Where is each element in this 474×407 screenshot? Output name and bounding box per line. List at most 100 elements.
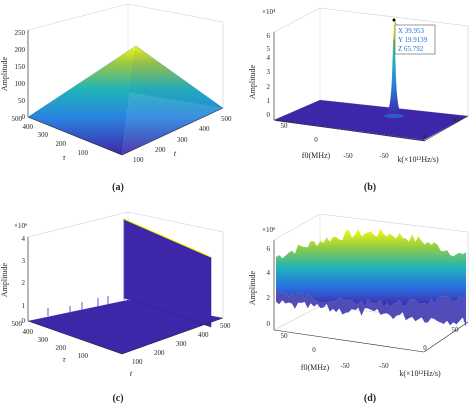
panel-d-ztick: 4: [267, 269, 271, 277]
panel-c-xlabel: t: [130, 369, 133, 378]
panel-a-caption: (a): [112, 182, 124, 193]
panel-a-ytick: 100: [78, 149, 89, 157]
panel-b-xtick: 0: [423, 132, 427, 140]
panel-b-datatip-z: Z 65.792: [398, 45, 424, 53]
panel-b-ytick: -50: [343, 152, 353, 160]
panel-b-datatip-x: X 39.953: [398, 27, 425, 35]
panel-a-xtick: 100: [133, 156, 144, 164]
panel-c-zexp: ×10⁶: [14, 222, 28, 230]
panel-b-xlabel: k(×10¹²Hz/s): [397, 155, 439, 164]
panel-d: ×10⁶ 0 2 4 6 Amplitude -50 0 50 f0(MHz) …: [248, 213, 469, 404]
panel-c-axes: [27, 237, 224, 355]
panel-d-xticks: -50 0 50: [379, 326, 459, 370]
panel-d-zlabel: Amplitude: [248, 270, 257, 305]
panel-c-xtick: 400: [198, 331, 209, 339]
panel-d-axes: [273, 240, 469, 353]
panel-a-ztick: 100: [15, 80, 26, 88]
panel-a-ztick: 0: [22, 113, 26, 121]
panel-c-ztick: 0: [22, 317, 26, 325]
panel-d-ytick: 50: [281, 332, 289, 340]
panel-d-ztick: 0: [267, 320, 271, 328]
panel-b-ytick: 50: [281, 122, 289, 130]
panel-b-ztick: 5: [267, 45, 271, 53]
panel-d-ytick: -50: [340, 362, 350, 370]
panel-c-ytick: 500: [12, 320, 23, 328]
panel-b-ztick: 1: [267, 97, 271, 105]
panel-d-ytick: 0: [312, 346, 316, 354]
panel-c-caption: (c): [112, 393, 123, 404]
panel-c-ylabel: τ: [63, 355, 67, 364]
panel-d-surface: [276, 228, 466, 327]
panel-c-xtick: 100: [132, 358, 143, 366]
panel-a-zticks: 0 50 100 150 200 250: [15, 29, 26, 121]
panel-a-ztick: 250: [15, 29, 26, 37]
panel-b-ztick: 6: [267, 32, 271, 40]
panel-c-yticks: 100 200 300 400 500: [12, 320, 89, 360]
panel-a-xtick: 400: [199, 125, 210, 133]
panel-c-xticks: 100 200 300 400 500: [132, 322, 231, 366]
panel-a-ztick: 200: [15, 46, 26, 54]
panel-a-ztick: 150: [15, 63, 26, 71]
panel-c-ytick: 200: [56, 344, 67, 352]
panel-d-xlabel: k(×10¹²Hz/s): [399, 369, 441, 378]
panel-d-ztick: 6: [267, 245, 271, 253]
panel-b-zexp: ×10⁴: [262, 8, 276, 16]
panel-b-axes: [273, 32, 469, 142]
panel-d-yticks: -50 0 50: [281, 332, 351, 370]
panel-a-axes: [27, 30, 224, 156]
panel-c-ztick: 1: [22, 302, 26, 310]
panel-b: ×10⁴ 0 1 2 3 4 5 6 Amplitude -50 0 50 f0…: [248, 7, 469, 193]
panel-c-surface: [28, 218, 223, 354]
panel-a-xtick: 200: [155, 146, 166, 154]
panel-b-xtick: 50: [452, 116, 460, 124]
panel-a: 0 50 100 150 200 250 Amplitude 100 200 3…: [0, 3, 232, 193]
panel-b-ztick: 4: [267, 54, 271, 62]
panel-b-xtick: -50: [379, 152, 389, 160]
panel-d-xtick: 50: [452, 326, 460, 334]
panel-c: ×10⁶ 0 1 2 3 4 Amplitude 100 200 300 400…: [0, 211, 231, 404]
panel-b-box: [273, 7, 469, 121]
panel-b-yticks: -50 0 50: [281, 122, 354, 160]
panel-a-yticks: 100 200 300 400 500: [12, 115, 89, 157]
panel-b-datatip-y: Y 19.9139: [398, 36, 428, 44]
panel-b-datatip[interactable]: X 39.953 Y 19.9139 Z 65.792: [392, 18, 436, 55]
panel-a-zlabel: Amplitude: [0, 56, 9, 91]
panel-a-xlabel: t: [174, 149, 177, 158]
panel-d-ztick: 2: [267, 294, 271, 302]
panel-a-ztick: 50: [18, 97, 26, 105]
panel-a-xticks: 100 200 300 400 500: [133, 115, 232, 164]
panel-b-ztick: 0: [267, 111, 271, 119]
panel-b-ytick: 0: [314, 136, 318, 144]
panel-a-ytick: 500: [12, 115, 23, 123]
panel-c-xtick: 500: [220, 322, 231, 330]
panel-c-ytick: 300: [38, 336, 49, 344]
panel-b-ylabel: f0(MHz): [302, 151, 331, 160]
panel-c-ytick: 100: [78, 352, 89, 360]
panel-b-ztick: 2: [267, 83, 271, 91]
panel-c-ztick: 4: [22, 235, 26, 243]
panel-c-ytick: 400: [23, 328, 34, 336]
panel-d-caption: (d): [364, 393, 376, 404]
panel-c-zticks: 0 1 2 3 4: [22, 235, 26, 325]
panel-b-caption: (b): [364, 182, 376, 193]
panel-c-xtick: 300: [176, 340, 187, 348]
panel-c-zlabel: Amplitude: [0, 262, 9, 297]
panel-d-ylabel: f0(MHz): [301, 363, 330, 372]
panel-c-xtick: 200: [154, 349, 165, 357]
panel-a-ytick: 300: [38, 131, 49, 139]
panel-b-zlabel: Amplitude: [248, 64, 257, 99]
panel-b-zticks: 0 1 2 3 4 5 6: [267, 32, 271, 119]
panel-b-ztick: 3: [267, 68, 271, 76]
panel-a-xtick: 500: [221, 115, 232, 123]
panel-d-xtick: -50: [379, 362, 389, 370]
panel-a-ytick: 200: [56, 140, 67, 148]
panel-c-ztick: 3: [22, 257, 26, 265]
panel-d-zticks: 0 2 4 6: [267, 245, 271, 328]
panel-a-xtick: 300: [177, 136, 188, 144]
panel-b-xticks: -50 0 50: [379, 116, 459, 160]
panel-a-ylabel: τ: [63, 153, 67, 162]
panel-a-ytick: 400: [23, 123, 34, 131]
panel-c-ztick: 2: [22, 279, 26, 287]
panel-d-xtick: 0: [423, 344, 427, 352]
